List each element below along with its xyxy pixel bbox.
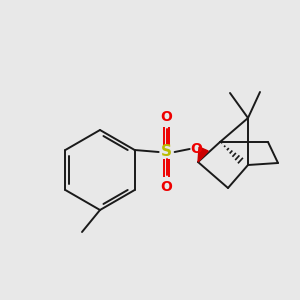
Text: O: O xyxy=(161,110,172,124)
Polygon shape xyxy=(198,147,208,162)
Text: O: O xyxy=(161,180,172,194)
Text: O: O xyxy=(191,142,203,156)
Text: S: S xyxy=(161,145,172,160)
